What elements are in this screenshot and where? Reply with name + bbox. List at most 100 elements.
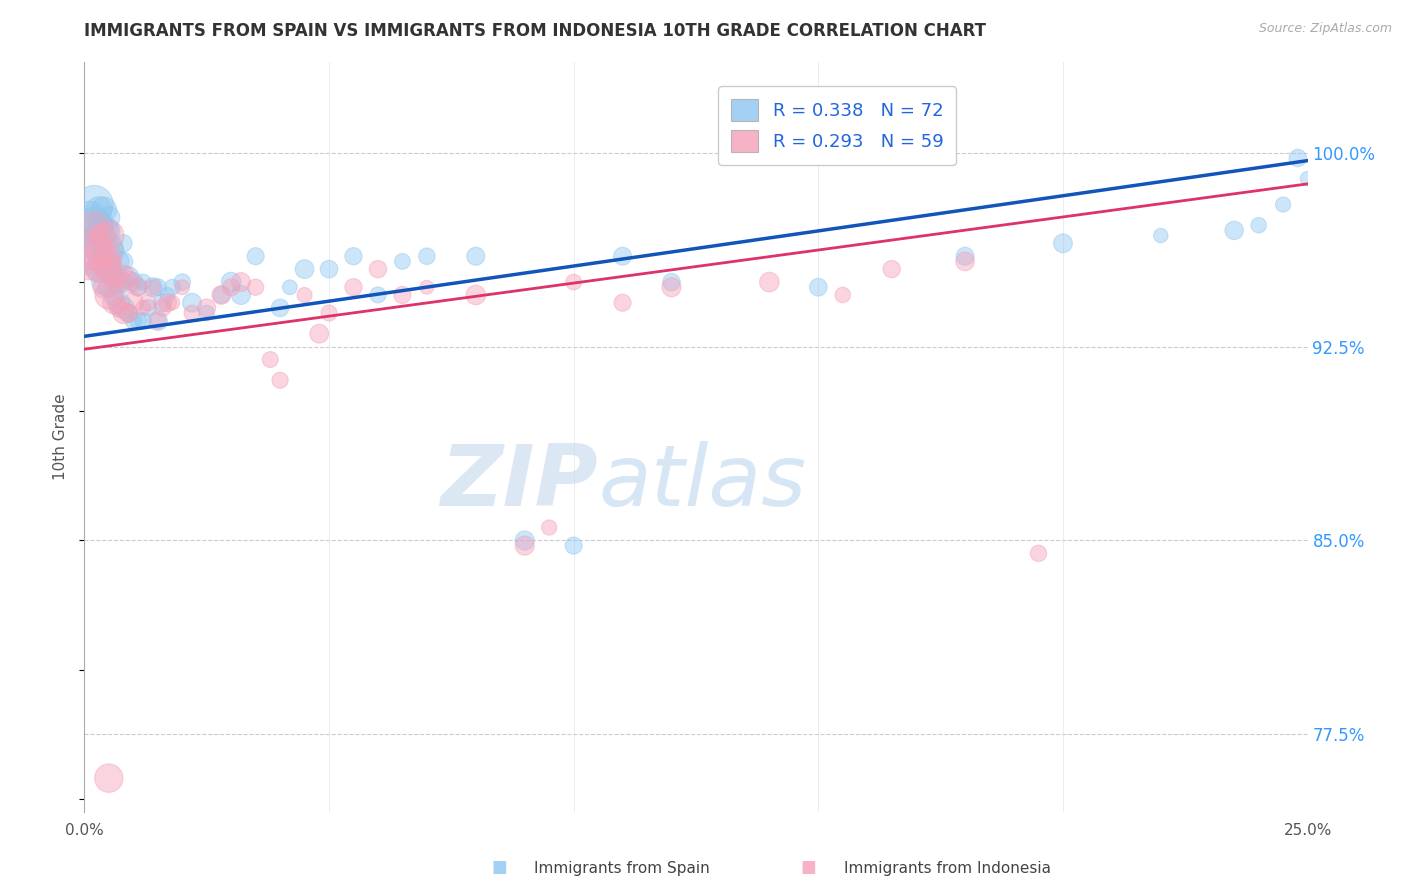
Point bbox=[93, 254, 115, 268]
Text: IMMIGRANTS FROM SPAIN VS IMMIGRANTS FROM INDONESIA 10TH GRADE CORRELATION CHART: IMMIGRANTS FROM SPAIN VS IMMIGRANTS FROM… bbox=[84, 22, 987, 40]
Point bbox=[136, 295, 159, 310]
Point bbox=[219, 280, 242, 294]
Point bbox=[103, 288, 125, 302]
Point bbox=[93, 244, 115, 258]
Point bbox=[83, 218, 105, 232]
Point bbox=[612, 295, 634, 310]
Point bbox=[294, 262, 316, 277]
Point bbox=[219, 275, 242, 289]
Point bbox=[1052, 236, 1074, 251]
Point bbox=[107, 295, 129, 310]
Point bbox=[391, 254, 413, 268]
Point bbox=[93, 202, 115, 217]
Point bbox=[278, 280, 301, 294]
Point bbox=[538, 520, 561, 534]
Text: ■: ■ bbox=[800, 858, 817, 876]
Point bbox=[97, 262, 120, 277]
Point bbox=[93, 223, 115, 237]
Point bbox=[87, 218, 110, 232]
Point bbox=[97, 288, 120, 302]
Point bbox=[880, 262, 903, 277]
Point bbox=[152, 301, 174, 315]
Point bbox=[162, 295, 184, 310]
Point bbox=[103, 268, 125, 282]
Point bbox=[97, 211, 120, 225]
Point bbox=[416, 249, 439, 263]
Point bbox=[132, 301, 155, 315]
Text: ■: ■ bbox=[491, 858, 508, 876]
Point bbox=[318, 262, 340, 277]
Point bbox=[107, 275, 129, 289]
Point bbox=[831, 288, 853, 302]
Point bbox=[294, 288, 316, 302]
Point bbox=[146, 314, 169, 328]
Point bbox=[229, 275, 252, 289]
Point bbox=[117, 306, 139, 320]
Point bbox=[132, 314, 155, 328]
Point bbox=[513, 539, 536, 553]
Point bbox=[162, 280, 184, 294]
Point bbox=[112, 236, 135, 251]
Point bbox=[107, 301, 129, 315]
Point bbox=[93, 275, 115, 289]
Point bbox=[661, 280, 683, 294]
Point bbox=[146, 314, 169, 328]
Point bbox=[93, 228, 115, 243]
Point bbox=[97, 280, 120, 294]
Point bbox=[807, 280, 830, 294]
Text: Immigrants from Spain: Immigrants from Spain bbox=[534, 861, 710, 876]
Point bbox=[229, 288, 252, 302]
Point bbox=[97, 249, 120, 263]
Point bbox=[97, 223, 120, 237]
Point bbox=[1296, 171, 1319, 186]
Point bbox=[122, 314, 145, 328]
Point bbox=[142, 280, 165, 294]
Point bbox=[136, 301, 159, 315]
Point bbox=[1286, 151, 1309, 165]
Point bbox=[112, 254, 135, 268]
Point bbox=[342, 280, 364, 294]
Point bbox=[117, 306, 139, 320]
Point bbox=[209, 288, 232, 302]
Point bbox=[97, 771, 120, 785]
Point bbox=[112, 306, 135, 320]
Point bbox=[103, 254, 125, 268]
Point bbox=[758, 275, 780, 289]
Point bbox=[142, 280, 165, 294]
Point bbox=[152, 295, 174, 310]
Point bbox=[416, 280, 439, 294]
Point bbox=[367, 262, 389, 277]
Point bbox=[195, 306, 218, 320]
Point bbox=[87, 228, 110, 243]
Point bbox=[245, 280, 267, 294]
Point bbox=[156, 295, 179, 310]
Point bbox=[87, 202, 110, 217]
Point bbox=[661, 275, 683, 289]
Point bbox=[127, 280, 149, 294]
Y-axis label: 10th Grade: 10th Grade bbox=[53, 393, 69, 481]
Point bbox=[122, 275, 145, 289]
Point bbox=[172, 275, 194, 289]
Legend: R = 0.338   N = 72, R = 0.293   N = 59: R = 0.338 N = 72, R = 0.293 N = 59 bbox=[718, 87, 956, 165]
Point bbox=[562, 539, 585, 553]
Point bbox=[318, 306, 340, 320]
Point bbox=[1223, 223, 1246, 237]
Point bbox=[77, 254, 100, 268]
Point bbox=[83, 218, 105, 232]
Point bbox=[1272, 197, 1295, 211]
Text: atlas: atlas bbox=[598, 441, 806, 524]
Point bbox=[953, 249, 976, 263]
Point bbox=[391, 288, 413, 302]
Point bbox=[97, 262, 120, 277]
Point bbox=[172, 280, 194, 294]
Point bbox=[269, 301, 291, 315]
Point bbox=[87, 228, 110, 243]
Point bbox=[97, 242, 120, 256]
Point bbox=[181, 295, 204, 310]
Point bbox=[612, 249, 634, 263]
Point bbox=[83, 236, 105, 251]
Point bbox=[103, 295, 125, 310]
Point bbox=[367, 288, 389, 302]
Point bbox=[87, 262, 110, 277]
Point bbox=[953, 254, 976, 268]
